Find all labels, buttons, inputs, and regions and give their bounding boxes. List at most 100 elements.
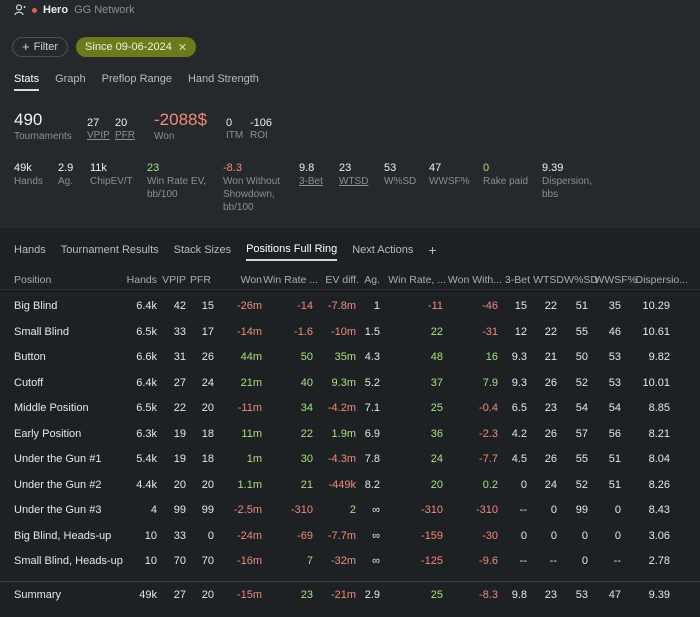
tab-tournament-results[interactable]: Tournament Results	[60, 244, 159, 256]
tab-next-actions[interactable]: Next Actions	[352, 244, 414, 256]
cell-position: Big Blind	[14, 300, 58, 312]
cell-wtsd: 26	[544, 453, 557, 465]
column-header-win-rate[interactable]: Win Rate ...	[263, 274, 318, 286]
cell-wwsf: 0	[614, 529, 621, 542]
cell-pfr: 20	[201, 478, 214, 491]
cell-position: Small Blind	[14, 325, 70, 338]
stat-roi: -106 ROI	[250, 117, 273, 141]
table-row[interactable]: Cutoff 6.4k 27 24 21m 40 9.3m 5.2 37 7.9 9.3 26 52 53…	[0, 371, 700, 397]
cell-win-rate: -69	[297, 529, 313, 542]
cell-hands: 10	[144, 555, 157, 567]
cell-position: Middle Position	[14, 402, 89, 414]
cell-position: Summary	[14, 588, 62, 601]
main-tabs: Stats Graph Preflop Range Hand Strength	[14, 73, 259, 91]
table-row[interactable]: Under the Gun #2 4.4k 20 20 1.1m 21 -449k 8.2 20…	[0, 473, 700, 499]
column-header-position[interactable]: Position	[14, 274, 52, 286]
table-row[interactable]: Big Blind 6.4k 42 15 -26m -14 -7.8m 1 -11 -46 15 22…	[0, 294, 700, 320]
cell-won-without-sd: 7.9	[482, 376, 498, 389]
table-row[interactable]: Small Blind 6.5k 33 17 -14m -1.6 -10m 1.5 22 -31 1…	[0, 320, 700, 346]
user-icon[interactable]	[14, 4, 26, 16]
cell-dispersion: 10.01	[642, 376, 670, 389]
tab-stack-sizes[interactable]: Stack Sizes	[173, 244, 232, 256]
close-icon[interactable]: ✕	[177, 41, 188, 54]
tab-graph[interactable]: Graph	[55, 73, 86, 85]
table-row[interactable]: Button 6.6k 31 26 44m 50 35m 4.3 48 16 9.3 21 50 53 9.…	[0, 345, 700, 371]
cell-win-rate-ev: 37	[430, 376, 443, 389]
column-header-hands[interactable]: Hands	[126, 274, 157, 286]
column-header-vpip[interactable]: VPIP	[162, 274, 186, 286]
tab-stats[interactable]: Stats	[14, 73, 40, 91]
column-header-dispersion[interactable]: Dispersio...	[635, 274, 688, 286]
table-row[interactable]: Middle Position 6.5k 22 20 -11m 34 -4.2m 7.1 25 -…	[0, 396, 700, 422]
stat-tournaments: 490 Tournaments	[14, 110, 72, 142]
table-header: Position Hands VPIP PFR Won Win Rate ... EV di…	[0, 270, 700, 290]
cell-won: -14m	[236, 325, 262, 338]
cell-won-without-sd: -310	[475, 504, 498, 516]
tab-hand-strength[interactable]: Hand Strength	[187, 73, 259, 85]
column-header-wsd[interactable]: W%SD	[564, 274, 598, 286]
cell-wwsf: 47	[608, 588, 621, 601]
cell-pfr: 20	[201, 402, 214, 414]
cell-vpip: 70	[173, 555, 186, 567]
column-header-won[interactable]: Won	[240, 274, 262, 286]
tab-positions-full-ring[interactable]: Positions Full Ring	[246, 243, 338, 261]
cell-wwsf: 53	[608, 351, 621, 363]
summary-row[interactable]: Summary 49k 27 20 -15m 23 -21m 2.9 25 -8.3 9.8 23 53…	[0, 580, 700, 607]
cell-position: Under the Gun #3	[14, 504, 102, 516]
column-header-won-without-sd[interactable]: Won With...	[447, 274, 502, 286]
cell-wtsd: 21	[544, 351, 557, 363]
cell-wtsd: 22	[544, 300, 557, 312]
cell-won-without-sd: -7.7	[479, 453, 498, 465]
cell-three-bet: 4.2	[511, 427, 527, 440]
cell-wsd: 52	[575, 478, 588, 491]
network-name: GG Network	[74, 4, 135, 16]
cell-won-without-sd: -46	[482, 300, 498, 312]
cell-win-rate: 34	[300, 402, 313, 414]
report-tabs: Hands Tournament Results Stack Sizes Pos…	[14, 242, 437, 261]
cell-win-rate: 7	[306, 555, 313, 567]
filter-button[interactable]: + Filter	[12, 37, 69, 57]
tab-hands[interactable]: Hands	[14, 244, 46, 256]
cell-ev-diff: -4.2m	[327, 402, 356, 414]
player-name[interactable]: Hero	[43, 4, 69, 16]
cell-hands: 6.3k	[136, 427, 157, 440]
cell-won: -15m	[236, 588, 262, 601]
tab-preflop-range[interactable]: Preflop Range	[101, 73, 172, 85]
table-row[interactable]: Under the Gun #1 5.4k 19 18 1m 30 -4.3m 7.8 24 -7…	[0, 447, 700, 473]
cell-ag: 6.9	[364, 427, 380, 440]
cell-ag: 1.5	[364, 325, 380, 338]
cell-wsd: 55	[575, 453, 588, 465]
positions-table: Position Hands VPIP PFR Won Win Rate ... EV di…	[0, 270, 700, 607]
cell-pfr: 70	[201, 555, 214, 567]
column-header-wtsd[interactable]: WTSD	[533, 274, 564, 286]
cell-wwsf: 0	[614, 504, 621, 516]
cell-ag: 8.2	[364, 478, 380, 491]
cell-ag: ∞	[372, 504, 380, 516]
stat-3bet: 9.8 3-Bet	[299, 162, 323, 187]
column-header-win-rate-ev[interactable]: Win Rate, ...	[388, 274, 446, 286]
column-header-wwsf[interactable]: WWSF%	[594, 274, 637, 286]
table-row[interactable]: Small Blind, Heads-up 10 70 70 -16m 7 -32m ∞ -12…	[0, 549, 700, 575]
cell-dispersion: 9.82	[648, 351, 670, 363]
table-row[interactable]: Under the Gun #3 4 99 99 -2.5m -310 2 ∞ -310 -310…	[0, 498, 700, 524]
cell-ev-diff: -32m	[330, 555, 356, 567]
column-header-ag[interactable]: Ag.	[364, 274, 380, 286]
cell-win-rate: 40	[300, 376, 313, 389]
cell-position: Early Position	[14, 427, 82, 440]
cell-pfr: 18	[201, 427, 214, 440]
column-header-pfr[interactable]: PFR	[190, 274, 211, 286]
add-tab-icon[interactable]: +	[428, 242, 437, 258]
cell-win-rate-ev: 25	[430, 588, 443, 601]
cell-wtsd: 26	[544, 376, 557, 389]
table-row[interactable]: Big Blind, Heads-up 10 33 0 -24m -69 -7.7m ∞ -15…	[0, 524, 700, 550]
column-header-three-bet[interactable]: 3-Bet	[504, 274, 530, 286]
cell-vpip: 27	[173, 588, 186, 601]
cell-ev-diff: 1.9m	[331, 427, 356, 440]
stat-pfr: 20 PFR	[115, 117, 135, 141]
cell-wsd: 0	[581, 555, 588, 567]
cell-three-bet: 6.5	[511, 402, 527, 414]
table-row[interactable]: Early Position 6.3k 19 18 11m 22 1.9m 6.9 36 -2.3…	[0, 422, 700, 448]
column-header-ev-diff[interactable]: EV diff.	[325, 274, 359, 286]
date-filter-chip[interactable]: Since 09-06-2024 ✕	[76, 37, 197, 57]
cell-win-rate-ev: 25	[430, 402, 443, 414]
